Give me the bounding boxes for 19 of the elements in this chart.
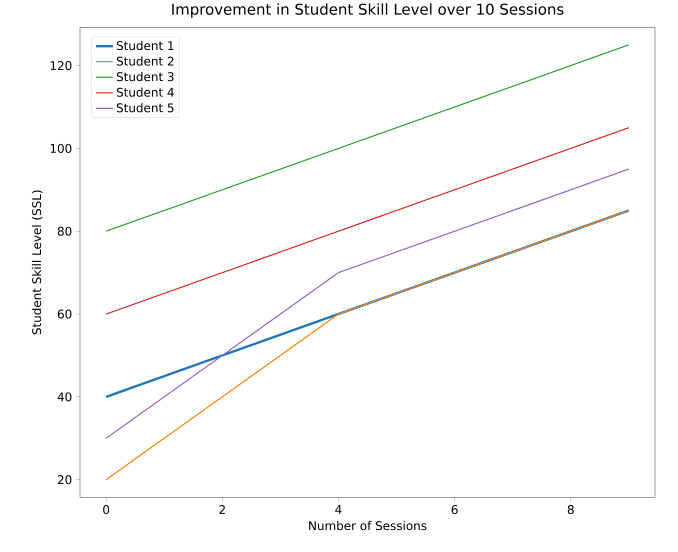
chart-title: Improvement in Student Skill Level over 10 Sessions [172, 3, 564, 18]
y-tick-label: 80 [58, 226, 72, 236]
legend-label: Student 2 [116, 56, 174, 66]
y-tick-label: 100 [50, 144, 72, 153]
x-tick-label: 6 [452, 504, 458, 514]
x-tick-label: 2 [219, 504, 225, 514]
x-axis-title: Number of Sessions [309, 520, 426, 530]
legend-label: Student 1 [116, 40, 174, 50]
y-tick-label: 20 [58, 475, 72, 484]
x-tick-label: 8 [568, 504, 574, 514]
legend-label: Student 4 [116, 87, 174, 97]
y-tick-label: 120 [50, 60, 72, 70]
x-tick-label: 0 [103, 504, 110, 514]
x-tick-label: 4 [335, 504, 342, 514]
y-axis-title: Student Skill Level (SSL) [32, 190, 43, 334]
y-tick-label: 60 [58, 309, 72, 318]
y-tick-label: 40 [58, 392, 72, 402]
legend-label: Student 5 [116, 102, 174, 112]
legend-label: Student 3 [116, 72, 174, 82]
